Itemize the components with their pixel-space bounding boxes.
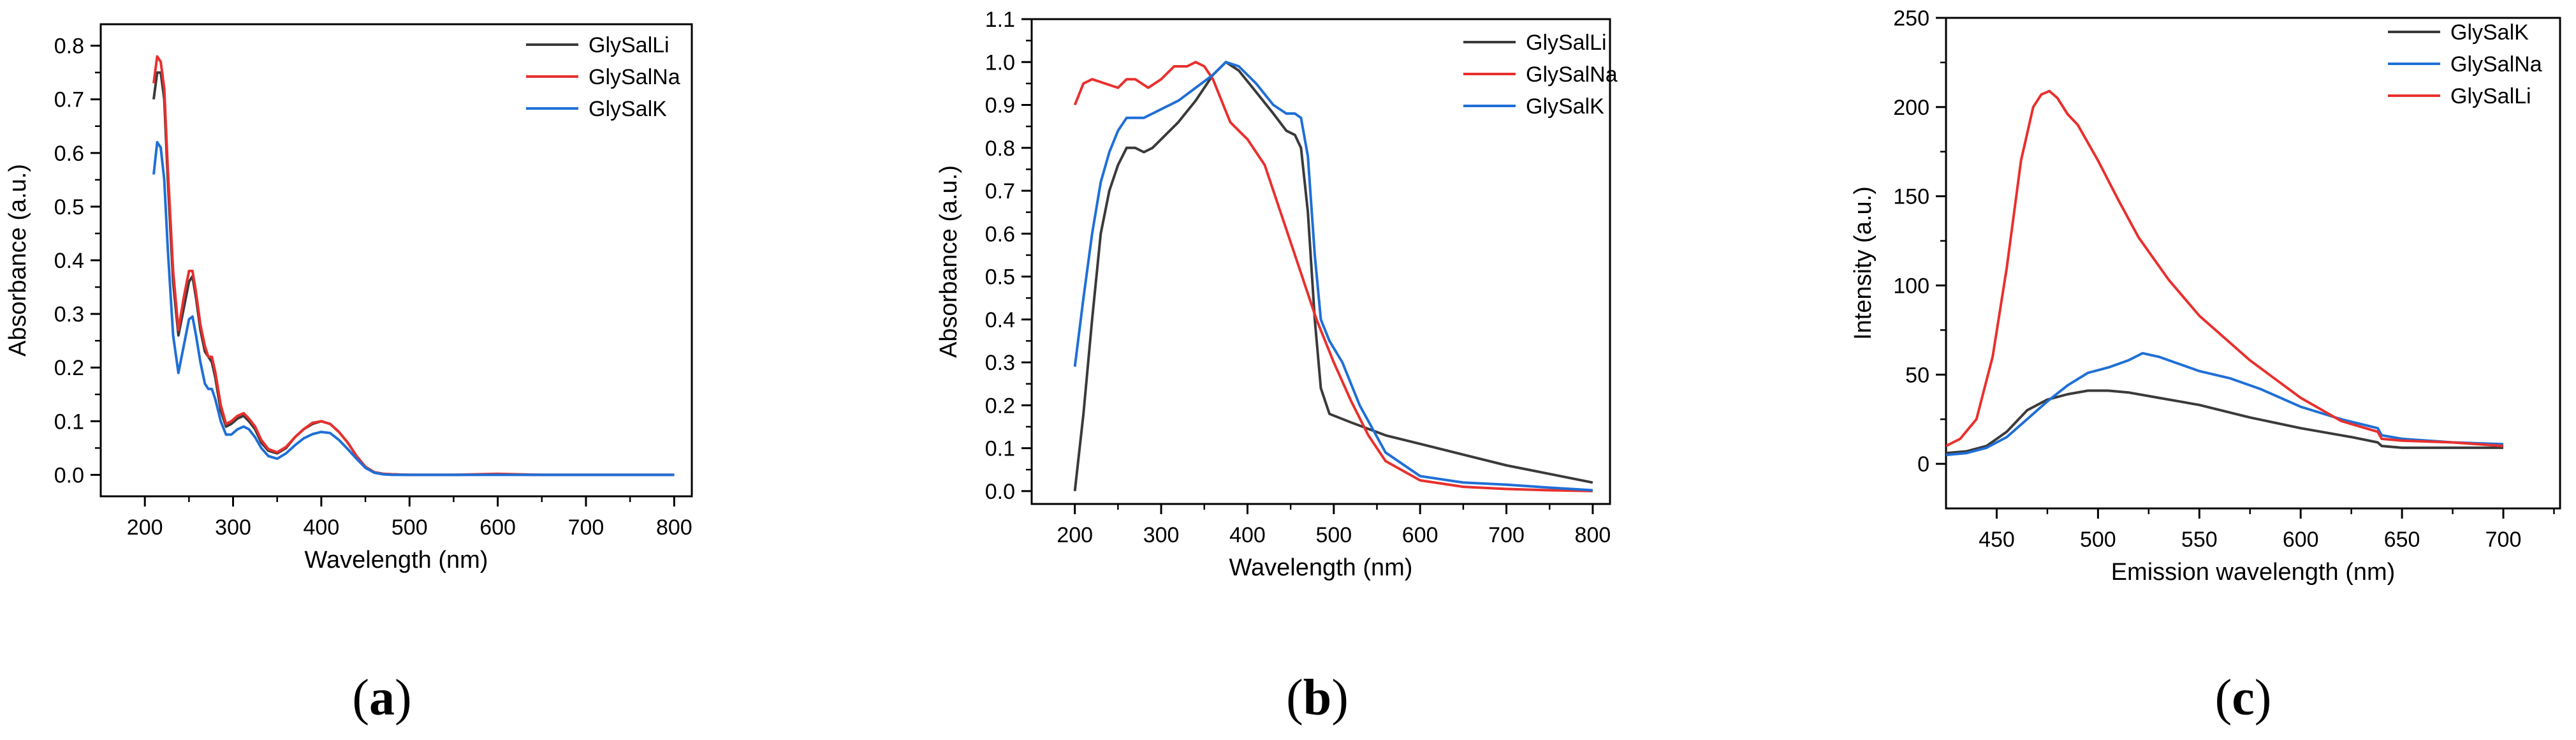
- x-tick-label: 400: [304, 515, 340, 540]
- y-tick-label: 0.1: [54, 410, 84, 434]
- series-line-GlySalNa: [1946, 352, 2504, 457]
- y-tick-label: 1.0: [985, 50, 1015, 75]
- y-tick-label: 0.5: [54, 195, 84, 219]
- series-line-GlySalLi: [1073, 61, 1593, 492]
- x-tick-label: 700: [1488, 523, 1525, 547]
- series-line-GlySalLi: [1946, 89, 2504, 448]
- y-tick-label: 200: [1893, 96, 1929, 120]
- x-axis-label: Emission wavelength (nm): [2111, 559, 2396, 586]
- y-tick-label: 1.1: [985, 8, 1015, 32]
- series-line-GlySalLi: [152, 71, 675, 477]
- y-tick-label: 250: [1893, 6, 1929, 31]
- y-tick-label: 0.1: [985, 437, 1015, 461]
- legend-label-GlySalLi: GlySalLi: [1526, 31, 1607, 55]
- y-tick-label: 0.7: [54, 88, 84, 112]
- x-tick-label: 200: [127, 515, 163, 540]
- x-tick-label: 500: [1315, 523, 1352, 547]
- x-tick-label: 200: [1057, 523, 1093, 547]
- legend-label-GlySalK: GlySalK: [589, 97, 667, 121]
- y-tick-label: 0.4: [985, 308, 1015, 332]
- y-tick-label: 0.2: [54, 356, 84, 380]
- x-tick-label: 500: [2080, 528, 2116, 552]
- x-tick-label: 800: [1575, 523, 1611, 547]
- y-tick-label: 0.2: [985, 394, 1015, 418]
- series-line-GlySalK: [1946, 389, 2503, 455]
- chart-panel-b: 200 300 400 500 600 700 800 0.0 0.1 0.2 0.3 0.4 0.5 0…: [935, 8, 1618, 581]
- legend-label-GlySalLi: GlySalLi: [589, 33, 670, 57]
- legend-label-GlySalK: GlySalK: [2450, 20, 2529, 45]
- legend-label-GlySalNa: GlySalNa: [2450, 52, 2542, 77]
- y-tick-label: 100: [1893, 274, 1929, 298]
- x-tick-label: 700: [2485, 528, 2522, 552]
- chart-panel-c: 450 500 550 600 650 700 0 50 100 150 200 250 Emissio…: [1850, 6, 2561, 586]
- x-tick-label: 600: [1402, 523, 1438, 547]
- x-tick-label: 450: [1979, 528, 2015, 552]
- x-tick-label: 800: [656, 515, 692, 540]
- series-line-GlySalK: [152, 141, 675, 477]
- y-axis-label: Intensity (a.u.): [1850, 186, 1877, 340]
- panel-caption-a: (a): [352, 670, 411, 726]
- y-tick-label: 0.6: [54, 142, 84, 166]
- x-tick-label: 700: [568, 515, 604, 540]
- y-tick-label: 0.0: [54, 463, 84, 487]
- y-tick-label: 0.5: [985, 265, 1015, 290]
- panel-caption-b: (b): [1286, 670, 1349, 726]
- y-tick-label: 50: [1905, 363, 1929, 387]
- y-tick-label: 0.8: [54, 34, 84, 59]
- legend-label-GlySalNa: GlySalNa: [589, 65, 680, 89]
- y-tick-label: 0: [1917, 452, 1929, 477]
- x-tick-label: 500: [392, 515, 428, 540]
- x-axis-label: Wavelength (nm): [1229, 554, 1413, 581]
- y-tick-label: 0.9: [985, 94, 1015, 118]
- legend-label-GlySalLi: GlySalLi: [2450, 84, 2531, 108]
- legend-label-GlySalNa: GlySalNa: [1526, 63, 1618, 87]
- legend-label-GlySalK: GlySalK: [1526, 94, 1604, 119]
- x-tick-label: 400: [1229, 523, 1266, 547]
- y-tick-label: 0.3: [985, 351, 1015, 375]
- x-axis-label: Wavelength (nm): [305, 547, 488, 574]
- y-tick-label: 0.6: [985, 222, 1015, 246]
- y-tick-label: 0.4: [54, 249, 84, 273]
- x-tick-label: 600: [479, 515, 516, 540]
- y-tick-label: 0.7: [985, 179, 1015, 204]
- y-tick-label: 0.8: [985, 137, 1015, 161]
- y-tick-label: 0.3: [54, 302, 84, 327]
- plot-frame: [1030, 18, 1611, 505]
- y-tick-label: 0.0: [985, 480, 1015, 504]
- y-tick-label: 150: [1893, 185, 1929, 209]
- x-tick-label: 600: [2283, 528, 2319, 552]
- series-line-GlySalK: [1073, 61, 1593, 492]
- x-tick-label: 550: [2181, 528, 2218, 552]
- chart-panel-a: 200 300 400 500 600 700 800 0.0 0.1 0.2 0.3 0.4 0.5 0…: [4, 23, 693, 574]
- y-axis-label: Absorbance (a.u.): [935, 165, 962, 358]
- x-tick-label: 300: [1143, 523, 1180, 547]
- plot-frame: [1945, 17, 2561, 510]
- plot-frame: [99, 23, 693, 498]
- y-axis-label: Absorbance (a.u.): [4, 164, 31, 357]
- x-tick-label: 650: [2384, 528, 2420, 552]
- series-line-GlySalNa: [1073, 61, 1593, 492]
- x-tick-label: 300: [215, 515, 251, 540]
- panel-caption-c: (c): [2215, 670, 2272, 726]
